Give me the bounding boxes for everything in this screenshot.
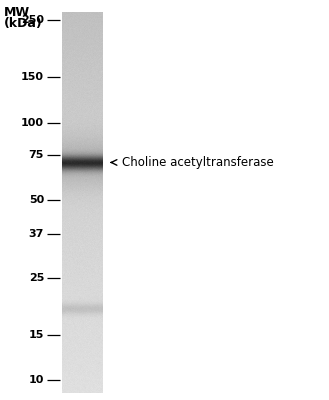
Text: 100: 100 [21,118,44,128]
Text: MW: MW [4,6,30,19]
Text: 250: 250 [21,15,44,25]
Text: Choline acetyltransferase: Choline acetyltransferase [122,156,274,169]
Text: 75: 75 [29,150,44,160]
Text: 150: 150 [21,72,44,82]
Text: (kDa): (kDa) [4,17,43,30]
Text: 15: 15 [29,330,44,340]
Text: 37: 37 [29,229,44,239]
Text: 25: 25 [29,273,44,283]
Text: 10: 10 [29,375,44,385]
Text: 50: 50 [29,195,44,205]
